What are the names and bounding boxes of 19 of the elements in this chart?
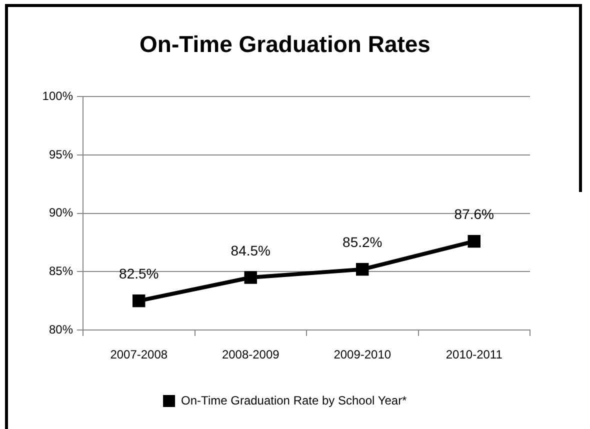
y-tick-label: 95% <box>48 147 74 162</box>
point <box>468 234 480 248</box>
point <box>244 271 257 284</box>
x-tick-label: 2010-2011 <box>446 348 503 362</box>
x-tick-label: 2008-2009 <box>222 348 280 362</box>
data-label: 84.5% <box>230 242 270 258</box>
data-label: 82.5% <box>119 266 159 282</box>
x-tick-label: 2007-2008 <box>110 348 168 362</box>
point <box>132 294 146 308</box>
y-tick-label: 85% <box>48 264 74 278</box>
point <box>356 262 369 276</box>
y-tick-label: 80% <box>48 322 74 336</box>
x-tick-label: 2009-2010 <box>334 348 392 362</box>
y-tick-label: 90% <box>48 206 74 220</box>
legend-label: On-Time Graduation Rate by School Year* <box>181 393 408 408</box>
data-label: 85.2% <box>342 234 382 250</box>
chart-title: On-Time Graduation Rates <box>140 31 430 58</box>
data-label: 87.6% <box>454 206 494 222</box>
y-tick-label: 100% <box>42 88 74 103</box>
